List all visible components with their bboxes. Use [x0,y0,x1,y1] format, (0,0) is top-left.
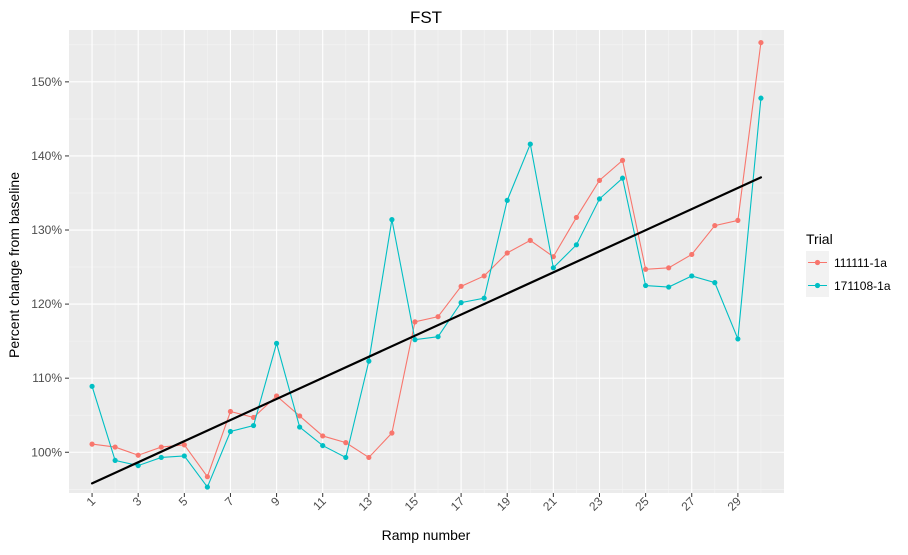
trendline-layer [90,176,763,485]
legend: Trial 111111-1a 171108-1a [806,231,891,297]
series-1-point [735,217,741,223]
y-tick-label: 100% [31,445,62,459]
series-2-point [643,282,649,289]
series-1-point [112,444,118,450]
series-1-point [158,444,164,450]
series-2-point [250,422,257,429]
series-layer [89,39,764,490]
series-2-point [504,197,510,203]
grid-lines [69,30,784,493]
series-1-point [412,319,418,325]
series-2-point [758,95,764,101]
series-2-point [619,175,626,181]
series-2-point [158,454,164,461]
x-axis-title: Ramp number [382,527,471,543]
y-axis-title: Percent change from baseline [6,172,22,358]
series-1-point [458,283,464,289]
series-1-point [435,314,441,320]
series-1-point [596,177,603,183]
series-1-point [643,266,649,272]
series-1-point [758,39,764,46]
series-2-point [481,295,487,301]
series-1-point [573,214,580,221]
series-1-point [712,222,718,229]
series-1-point [619,157,626,163]
series-2-point [227,428,234,435]
series-2-point [712,280,718,286]
series-2-point [135,462,141,469]
series-2-point [550,265,556,271]
series-2-point [573,242,580,248]
series-1-point [666,265,672,271]
series-2-point [273,340,280,346]
y-tick-label: 150% [31,75,62,89]
series-1-point [204,474,210,480]
series-2-point [343,454,349,461]
series-1-point [366,454,372,461]
legend-title: Trial [806,231,833,247]
series-1-point [481,273,487,279]
series-2-point [596,196,603,202]
series-1-point [135,452,141,458]
series-2-point [366,358,372,364]
series-1-point [320,433,326,439]
series-1-point [389,430,395,436]
series-2-point [412,337,418,343]
series-1-point [504,250,510,256]
legend-key-1-point [814,259,821,266]
series-2-point [204,484,210,490]
series-1-point [181,442,187,448]
series-1-point [227,408,234,415]
series-2-point [389,217,395,223]
series-2-point [297,424,303,430]
y-tick-label: 110% [32,371,62,385]
series-2-point [458,300,464,306]
chart-title: FST [410,8,442,27]
series-1-point [343,440,349,446]
series-2-point [181,453,187,459]
series-2-point [689,273,695,279]
series-2-point [735,336,741,342]
series-1-point [527,237,533,243]
y-tick-label: 140% [31,149,62,163]
plot-panel [69,30,784,493]
series-2-point [112,457,118,464]
legend-label-1: 111111-1a [834,256,887,270]
series-2-point [435,334,441,340]
y-tick-label: 120% [31,297,62,311]
series-1-point [89,441,95,447]
series-1-point [689,251,695,258]
series-line-1 [91,42,762,478]
legend-label-2: 171108-1a [834,279,891,293]
legend-key-2-point [814,282,821,289]
trend-line [90,176,763,485]
series-2-point [527,141,533,147]
y-axis: 100% 110% 120% 130% 140% 150% [31,75,69,459]
series-line-2 [91,98,762,489]
y-tick-label: 130% [31,223,62,237]
series-2-point [666,284,672,290]
series-2-point [89,383,95,389]
series-2-point [320,442,326,449]
series-1-point [250,414,257,421]
series-1-point [297,413,303,419]
